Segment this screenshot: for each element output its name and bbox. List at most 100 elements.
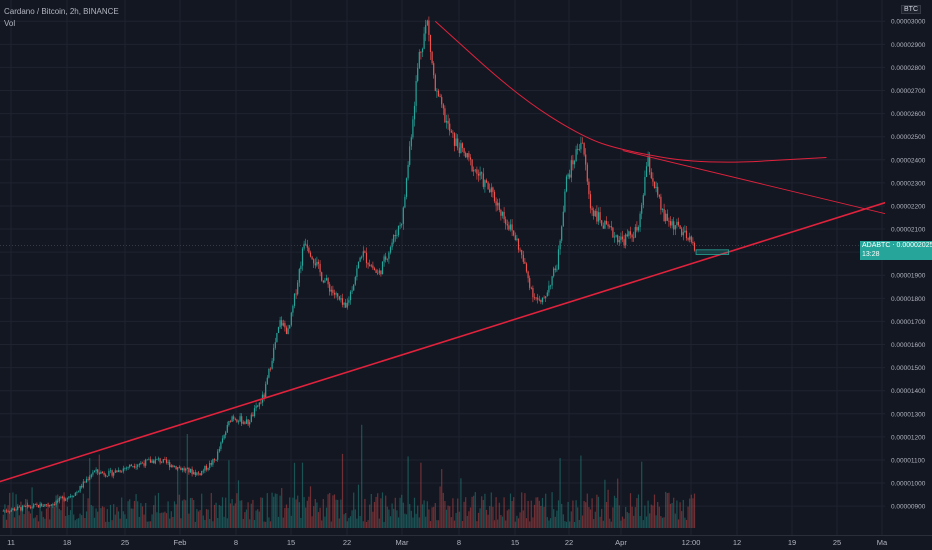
volume-bar <box>623 518 625 528</box>
candle-body <box>241 416 243 424</box>
candle-body <box>193 472 195 475</box>
volume-bar <box>245 509 248 528</box>
volume-bar <box>610 521 612 528</box>
candle-body <box>364 251 366 253</box>
volume-bar <box>452 498 454 528</box>
candle-body <box>172 465 174 468</box>
price-axis[interactable] <box>885 0 932 535</box>
volume-bar <box>405 514 408 528</box>
candle-body <box>490 187 492 193</box>
volume-bar <box>378 518 380 528</box>
candle-body <box>397 225 400 236</box>
volume-bar <box>309 486 312 528</box>
candle-body <box>548 285 550 293</box>
candle-body <box>343 302 345 305</box>
volume-bar <box>45 508 48 528</box>
volume-bar <box>482 500 484 528</box>
volume-bar <box>181 500 184 528</box>
volume-bar <box>138 516 140 528</box>
volume-bar <box>175 504 177 528</box>
candle-body <box>463 148 465 153</box>
candle-body <box>82 481 84 488</box>
candle-body <box>244 422 246 424</box>
candle-body <box>573 161 576 165</box>
volume-bar <box>657 501 659 528</box>
candle-body <box>372 265 374 269</box>
candle-body <box>441 97 443 105</box>
candle-body <box>575 149 577 162</box>
candle-body <box>324 280 326 283</box>
volume-bar <box>620 520 622 528</box>
candle-body <box>319 263 321 273</box>
candle-body <box>389 247 392 253</box>
volume-bar <box>306 500 308 528</box>
volume-bar <box>362 521 364 528</box>
volume-bar <box>114 514 116 528</box>
volume-bar <box>548 520 550 528</box>
volume-bar <box>457 498 459 528</box>
candle-body <box>513 230 515 236</box>
volume-label[interactable]: Vol <box>4 19 16 28</box>
x-tick-label: Feb <box>174 538 187 547</box>
candle-body <box>250 414 252 423</box>
time-axis[interactable] <box>0 535 932 550</box>
volume-bar <box>509 493 512 528</box>
candle-body <box>335 293 337 295</box>
annotations <box>0 20 932 483</box>
candle-body <box>351 290 353 292</box>
candle-body <box>644 176 646 196</box>
candle-body <box>316 261 318 266</box>
candle-body <box>570 160 572 178</box>
candle-body <box>31 507 33 509</box>
volume-bar <box>189 498 192 528</box>
volume-bar <box>223 516 225 528</box>
candle-body <box>284 323 286 328</box>
volume-bar <box>242 518 244 528</box>
volume-bar <box>364 498 366 528</box>
volume-bar <box>647 500 649 528</box>
candle-body <box>468 153 470 158</box>
candle-body <box>338 296 340 300</box>
candle-body <box>298 269 300 283</box>
candle-body <box>487 182 489 190</box>
candle-body <box>461 143 464 149</box>
volume-bar <box>170 511 172 528</box>
candle-body <box>105 474 107 477</box>
volume-bar <box>580 455 582 528</box>
candle-body <box>543 297 545 299</box>
candle-body <box>353 284 355 291</box>
candle-body <box>188 467 190 473</box>
candle-body <box>549 285 552 287</box>
candle-body <box>340 298 342 300</box>
candle-body <box>21 505 24 511</box>
volume-bar <box>159 513 161 528</box>
candle-body <box>359 257 361 262</box>
volume-bar <box>473 495 475 528</box>
candle-body <box>642 195 644 206</box>
currency-button[interactable]: BTC <box>901 5 921 14</box>
candle-body <box>191 468 193 475</box>
volume-bar <box>63 492 65 528</box>
candle-body <box>153 460 155 464</box>
candle-body <box>111 470 113 476</box>
candle-body <box>647 156 649 167</box>
candle-body <box>101 471 104 473</box>
candle-body <box>249 422 251 425</box>
candle-body <box>202 470 204 472</box>
volume-bar <box>461 520 464 528</box>
volume-bar <box>516 515 518 528</box>
x-tick-label: 8 <box>457 538 461 547</box>
volume-bar <box>151 514 153 528</box>
volume-bar <box>527 500 529 528</box>
candle-body <box>420 51 422 53</box>
volume-bar <box>505 520 507 528</box>
candle-body <box>185 468 187 471</box>
volume-bar <box>540 505 542 528</box>
candle-body <box>594 211 596 217</box>
volume-bar <box>5 519 8 528</box>
volume-bar <box>385 495 387 528</box>
candle-body <box>383 256 385 262</box>
volume-bar <box>484 493 486 528</box>
volume-bar <box>359 515 361 528</box>
